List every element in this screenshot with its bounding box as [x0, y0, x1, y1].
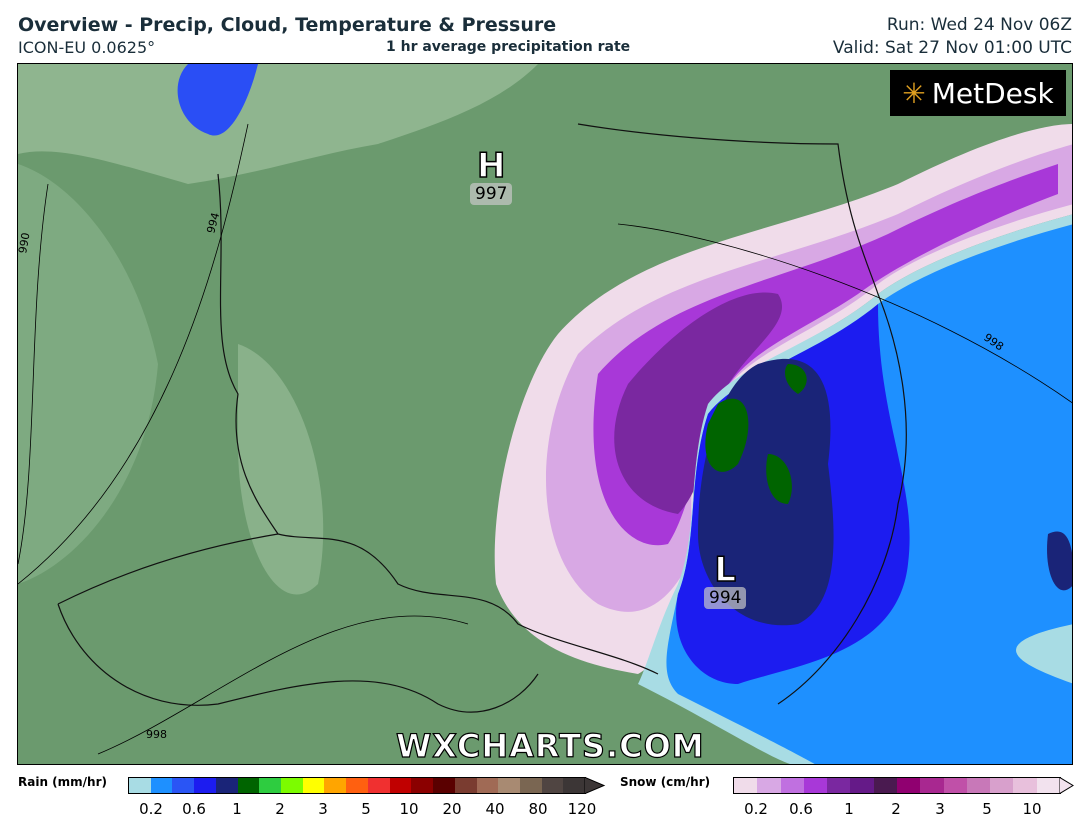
rain-color-cell — [129, 778, 151, 793]
snow-colorbar — [733, 777, 1061, 794]
logo-text: MetDesk — [931, 76, 1054, 110]
high-letter: H — [476, 146, 506, 186]
country-border — [577, 123, 907, 705]
snow-color-cell — [1036, 778, 1060, 793]
rain-tick-label: 0.2 — [139, 800, 163, 818]
rain-tick-label: 120 — [567, 800, 597, 818]
snow-very-heavy — [614, 292, 783, 514]
watermark: WXCHARTS.COM — [395, 726, 705, 765]
baltic-sea — [18, 64, 538, 184]
snow-color-cell — [734, 778, 758, 793]
rain-tick-label: 3 — [318, 800, 328, 818]
chart-title: Overview - Precip, Cloud, Temperature & … — [18, 14, 557, 36]
snow-tick-label: 0.2 — [744, 800, 768, 818]
snow-color-cell — [873, 778, 897, 793]
snow-tick-label: 10 — [1022, 800, 1042, 818]
snow-color-cell — [827, 778, 851, 793]
rain-color-cell — [411, 778, 434, 793]
rain-color-cell — [302, 778, 325, 793]
rain-color-cell — [367, 778, 390, 793]
snow-color-cell — [1013, 778, 1037, 793]
snow-color-cell — [896, 778, 921, 793]
high-pressure-value: 997 — [470, 183, 513, 205]
country-border — [217, 173, 659, 675]
rain-tick-label: 1 — [232, 800, 242, 818]
snow-tick-label: 2 — [891, 800, 901, 818]
cloud-west — [18, 164, 158, 584]
rain-color-cell — [454, 778, 477, 793]
isobar-label: 990 — [18, 232, 33, 255]
weather-map[interactable]: 990 994 998 998 ✳ MetDesk H 997 L 994 WXCHA… — [17, 63, 1073, 765]
isobar — [617, 223, 1072, 404]
snow-color-cell — [780, 778, 804, 793]
model-label: ICON-EU 0.0625° — [18, 38, 156, 57]
rain-east-core — [1047, 531, 1072, 591]
rain-color-cell — [519, 778, 542, 793]
snow-color-cell — [850, 778, 874, 793]
rain-tick-label: 0.6 — [182, 800, 206, 818]
rain-tick-label: 10 — [399, 800, 419, 818]
rain-color-cell — [324, 778, 347, 793]
snow-color-cell — [920, 778, 944, 793]
rain-tick-label: 80 — [528, 800, 548, 818]
snow-tick-label: 3 — [935, 800, 945, 818]
run-time: Run: Wed 24 Nov 06Z — [886, 15, 1072, 35]
rain-color-cell — [237, 778, 260, 793]
rain-color-cell — [172, 778, 195, 793]
isobar — [18, 123, 249, 585]
metdesk-logo: ✳ MetDesk — [890, 70, 1066, 116]
isobar-label: 998 — [146, 728, 167, 741]
rain-color-cell — [476, 778, 499, 793]
rain-color-cell — [541, 778, 564, 793]
rain-legend-label: Rain (mm/hr) — [18, 775, 107, 789]
rain-color-cell — [281, 778, 303, 793]
isobar — [18, 183, 49, 565]
snow-color-cell — [943, 778, 967, 793]
metdesk-logo-icon: ✳ — [902, 76, 926, 110]
rain-colorbar — [128, 777, 586, 794]
rain-color-cell — [389, 778, 412, 793]
snow-legend-label: Snow (cm/hr) — [620, 775, 711, 789]
rain-colorbar-arrow — [584, 777, 606, 794]
isobar — [97, 615, 469, 755]
rain-tick-label: 20 — [442, 800, 462, 818]
rain-color-cell — [563, 778, 586, 793]
rain-color-cell — [433, 778, 455, 793]
snow-colorbar-arrow — [1059, 777, 1074, 794]
precip-baltic — [177, 64, 258, 136]
rain-color-cell — [215, 778, 238, 793]
isobar-label: 994 — [204, 211, 222, 235]
snow-color-cell — [757, 778, 781, 793]
snow-tick-label: 5 — [982, 800, 992, 818]
snow-color-cell — [990, 778, 1014, 793]
rain-tick-label: 40 — [485, 800, 505, 818]
low-pressure-value: 994 — [704, 587, 747, 609]
rain-color-cell — [498, 778, 520, 793]
country-border — [57, 533, 539, 713]
rain-color-cell — [194, 778, 216, 793]
snow-color-cell — [803, 778, 828, 793]
low-pressure-center: L 994 — [704, 550, 747, 609]
rain-color-cell — [259, 778, 282, 793]
rain-color-cell — [150, 778, 173, 793]
rain-intense-cores — [705, 364, 807, 504]
snow-color-cell — [966, 778, 991, 793]
map-layers: 990 994 998 998 — [18, 64, 1072, 764]
valid-time: Valid: Sat 27 Nov 01:00 UTC — [832, 38, 1072, 58]
snow-tick-label: 0.6 — [789, 800, 813, 818]
rain-tick-label: 5 — [361, 800, 371, 818]
rain-color-cell — [346, 778, 368, 793]
cloud-central — [238, 344, 324, 595]
subtitle: 1 hr average precipitation rate — [386, 39, 631, 55]
rain-tick-label: 2 — [275, 800, 285, 818]
snow-tick-label: 1 — [844, 800, 854, 818]
low-letter: L — [714, 550, 737, 590]
high-pressure-center: H 997 — [470, 146, 513, 205]
